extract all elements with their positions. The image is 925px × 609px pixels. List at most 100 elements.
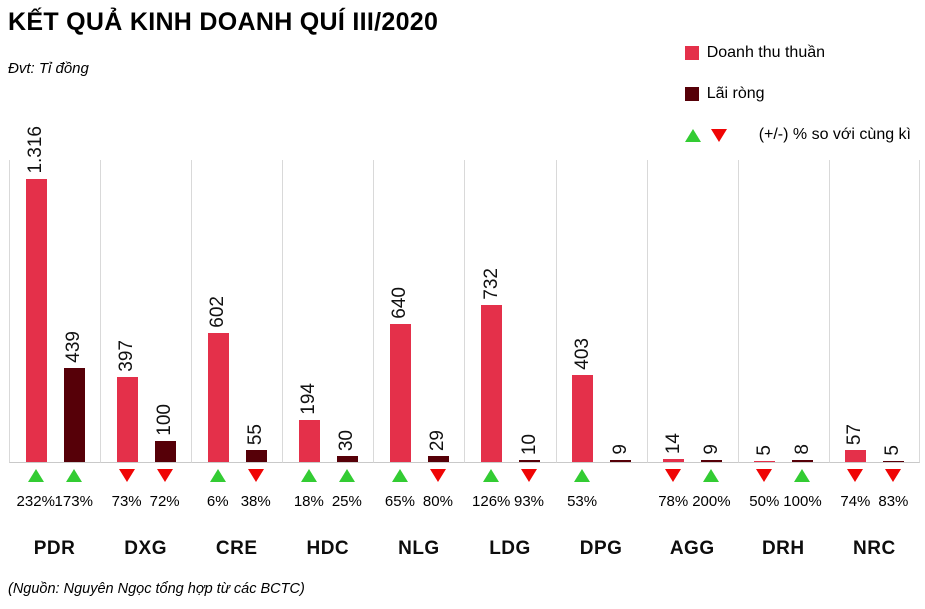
change-pct-row: 74% 83%	[829, 493, 920, 510]
profit-bar: 100	[154, 404, 176, 462]
revenue-bar-label-holder: 1.316	[0, 126, 87, 179]
revenue-change-pct: 18%	[293, 493, 324, 510]
ticker-label: DXG	[124, 538, 167, 559]
profit-pct-slot: 38%	[237, 493, 275, 510]
change-pct-row: 18% 25%	[282, 493, 373, 510]
revenue-change-pct: 73%	[111, 493, 142, 510]
revenue-triangle-slot	[108, 469, 146, 482]
revenue-pct-slot: 6%	[199, 493, 237, 510]
chart-group: 732 10 126%	[464, 160, 556, 560]
profit-change-triangle-icon	[794, 469, 811, 482]
page-title: KẾT QUẢ KINH DOANH QUÍ III/2020	[8, 8, 439, 36]
chart-group: 5 8 50%	[737, 160, 829, 560]
revenue-value-label: 732	[480, 268, 502, 300]
revenue-value-label: 640	[389, 287, 411, 319]
revenue-value-label: 602	[207, 296, 229, 328]
revenue-triangle-slot	[836, 469, 874, 482]
ticker-label: CRE	[215, 538, 258, 559]
revenue-pct-slot: 73%	[108, 493, 146, 510]
change-pct-row: 126% 93%	[464, 493, 555, 510]
revenue-swatch-icon	[684, 46, 699, 60]
profit-bar-slot: 8	[784, 444, 822, 462]
profit-change-triangle-icon	[65, 469, 82, 482]
revenue-bar-slot: 397	[108, 340, 146, 462]
profit-bar-slot: 439	[55, 331, 93, 462]
chart-group: 640 29 65%	[373, 160, 465, 560]
revenue-change-pct: 74%	[840, 493, 871, 510]
profit-change-pct: 38%	[240, 493, 271, 510]
up-triangle-icon	[684, 128, 701, 142]
profit-bar-slot: 29	[419, 430, 457, 462]
ticker-label: NLG	[398, 538, 440, 559]
revenue-value-label: 397	[116, 340, 138, 372]
change-pct-row: 65% 80%	[373, 493, 464, 510]
profit-triangle-slot	[55, 469, 93, 482]
profit-bar: 5	[882, 445, 904, 462]
profit-pct-slot: 93%	[510, 493, 548, 510]
ticker-label: NRC	[853, 538, 896, 559]
revenue-bar: 397	[116, 340, 138, 462]
profit-change-triangle-icon	[521, 469, 538, 482]
revenue-pct-slot: 65%	[381, 493, 419, 510]
change-triangle-row	[647, 469, 738, 482]
revenue-bar-slot: 640	[381, 287, 419, 462]
profit-change-pct: 200%	[692, 493, 731, 510]
profit-change-triangle-icon	[156, 469, 173, 482]
revenue-pct-slot: 126%	[472, 493, 510, 510]
profit-bar: 439	[63, 331, 85, 462]
revenue-pct-slot: 50%	[745, 493, 783, 510]
change-pct-row: 78% 200%	[647, 493, 738, 510]
profit-triangle-slot	[783, 469, 821, 482]
change-triangle-row	[100, 469, 191, 482]
profit-bar: 29	[427, 430, 449, 462]
ticker-label: AGG	[669, 538, 715, 559]
revenue-change-triangle-icon	[483, 469, 500, 482]
revenue-triangle-slot	[654, 469, 692, 482]
profit-pct-slot: 72%	[146, 493, 184, 510]
revenue-value-label: 5	[753, 445, 775, 456]
revenue-bar: 14	[663, 433, 685, 462]
profit-change-triangle-icon	[703, 469, 720, 482]
profit-value-label: 30	[336, 429, 358, 451]
revenue-bar: 1.316	[25, 126, 47, 462]
profit-change-triangle-icon	[885, 469, 902, 482]
change-triangle-row	[738, 469, 829, 482]
revenue-pct-slot: 78%	[654, 493, 692, 510]
profit-change-pct: 25%	[331, 493, 362, 510]
profit-triangle-slot	[328, 469, 366, 482]
revenue-bar: 194	[298, 383, 320, 462]
revenue-bar: 403	[572, 338, 594, 462]
profit-change-pct: 80%	[422, 493, 453, 510]
profit-bar: 9	[610, 444, 632, 462]
revenue-change-triangle-icon	[391, 469, 408, 482]
revenue-bar-slot: 602	[199, 296, 237, 462]
profit-change-triangle-icon	[429, 469, 446, 482]
revenue-change-triangle-icon	[756, 469, 773, 482]
revenue-bar: 602	[207, 296, 229, 462]
profit-bar-slot: 9	[693, 444, 731, 462]
down-triangle-icon	[710, 128, 727, 142]
revenue-pct-slot: 232%	[17, 493, 55, 510]
revenue-triangle-slot	[472, 469, 510, 482]
profit-bar: 55	[245, 424, 267, 462]
revenue-value-label: 1.316	[25, 126, 47, 174]
profit-bar-slot: 9	[602, 444, 640, 462]
ticker-label: LDG	[489, 538, 531, 559]
profit-value-label: 29	[427, 429, 449, 451]
chart-group: 14 9 78%	[646, 160, 738, 560]
ticker-label: HDC	[306, 538, 350, 559]
chart-plot-cell: 403 9	[555, 160, 647, 463]
chart-group: 57 5 74%	[828, 160, 920, 560]
revenue-bar-slot: 403	[564, 338, 602, 462]
profit-value-label: 100	[154, 404, 176, 436]
profit-triangle-slot	[419, 469, 457, 482]
chart-group: 397 100 73%	[100, 160, 192, 560]
profit-triangle-slot	[510, 469, 548, 482]
revenue-triangle-slot	[745, 469, 783, 482]
revenue-value-label: 57	[844, 423, 866, 445]
profit-bar-slot: 55	[237, 424, 275, 462]
legend-row-change: (+/-) % so với cùng kì	[684, 126, 911, 144]
revenue-change-triangle-icon	[574, 469, 591, 482]
profit-pct-slot: 83%	[874, 493, 912, 510]
profit-pct-slot: 100%	[783, 493, 821, 510]
